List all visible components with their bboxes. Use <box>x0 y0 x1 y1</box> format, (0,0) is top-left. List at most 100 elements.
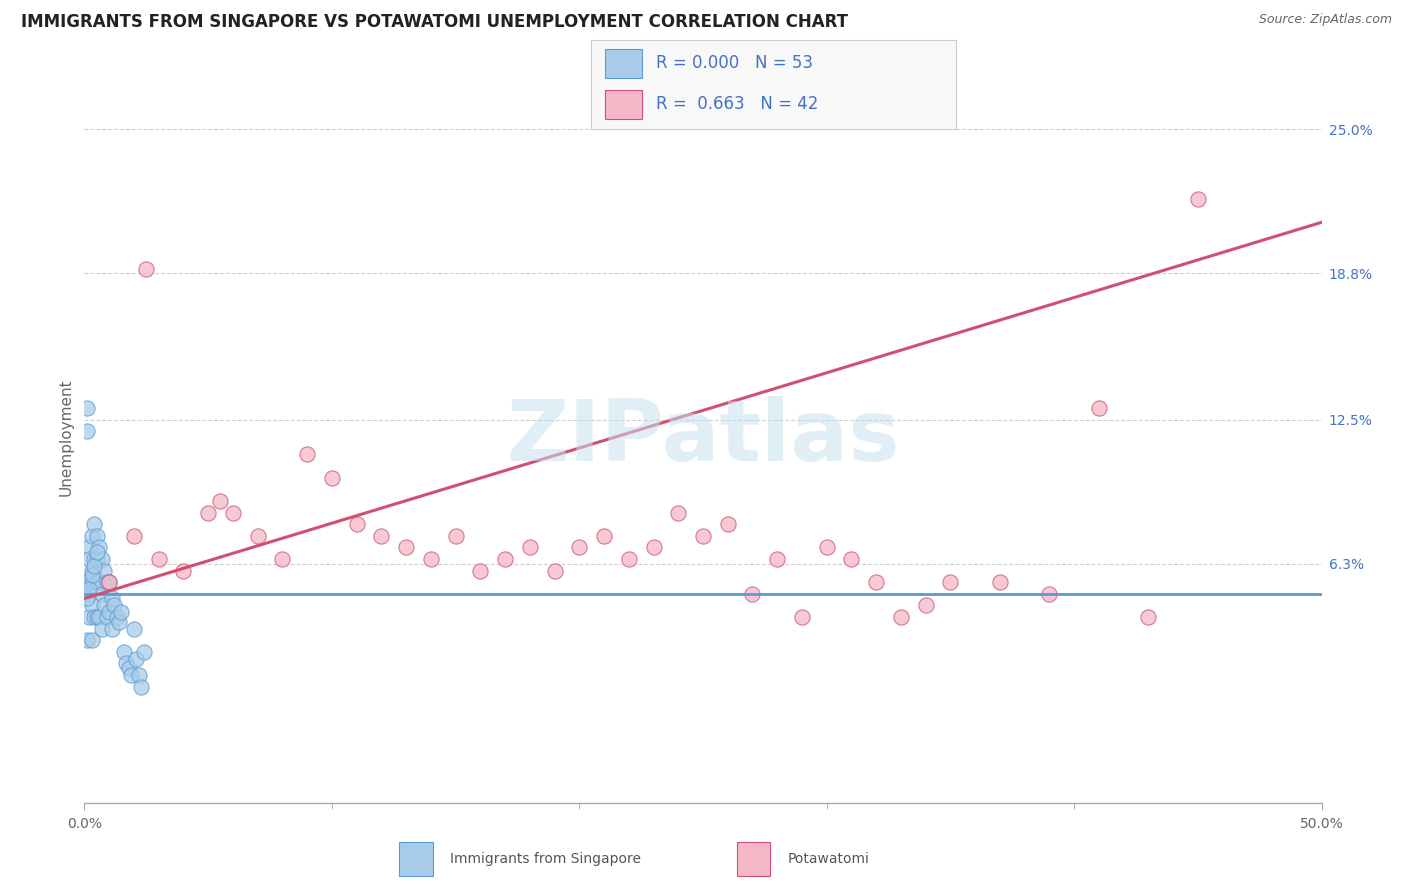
Point <box>148 552 170 566</box>
Point <box>666 506 689 520</box>
Point <box>83 552 105 566</box>
Point <box>1088 401 1111 415</box>
Point <box>93 599 115 613</box>
Point <box>209 494 232 508</box>
Point <box>79 587 101 601</box>
Point <box>617 552 640 566</box>
Point <box>79 552 101 566</box>
Point <box>83 568 105 582</box>
Point <box>80 564 103 578</box>
Point <box>890 610 912 624</box>
Point <box>89 575 111 590</box>
Point <box>76 575 98 590</box>
Point <box>197 506 219 520</box>
Point <box>86 610 108 624</box>
Point <box>80 568 103 582</box>
Point <box>79 610 101 624</box>
Point <box>90 552 112 566</box>
Point <box>98 606 121 620</box>
Point <box>271 552 294 566</box>
Bar <box>605 49 641 78</box>
Point <box>766 552 789 566</box>
Point <box>346 517 368 532</box>
Point <box>96 610 118 624</box>
Point <box>692 529 714 543</box>
Point <box>321 471 343 485</box>
Point <box>100 622 122 636</box>
Point <box>76 633 98 648</box>
Point <box>90 587 112 601</box>
Point <box>914 599 936 613</box>
Point <box>470 564 492 578</box>
Point <box>125 652 148 666</box>
Point <box>120 668 142 682</box>
Point <box>246 529 269 543</box>
Point <box>80 575 103 590</box>
Point <box>135 261 157 276</box>
Point <box>76 591 98 606</box>
Point <box>370 529 392 543</box>
Point <box>93 564 115 578</box>
Point <box>100 591 122 606</box>
Point <box>89 541 111 555</box>
Point <box>494 552 516 566</box>
Point <box>118 661 141 675</box>
Text: IMMIGRANTS FROM SINGAPORE VS POTAWATOMI UNEMPLOYMENT CORRELATION CHART: IMMIGRANTS FROM SINGAPORE VS POTAWATOMI … <box>21 13 848 31</box>
Point <box>86 529 108 543</box>
Point <box>132 645 155 659</box>
Point <box>98 575 121 590</box>
Point <box>1137 610 1160 624</box>
Point <box>1038 587 1060 601</box>
Point <box>841 552 863 566</box>
Point <box>543 564 565 578</box>
Point <box>939 575 962 590</box>
Point <box>96 575 118 590</box>
Point <box>295 448 318 462</box>
Point <box>593 529 616 543</box>
Point <box>105 610 128 624</box>
Point <box>79 541 101 555</box>
Y-axis label: Unemployment: Unemployment <box>58 378 73 496</box>
Point <box>80 633 103 648</box>
Point <box>83 558 105 573</box>
Point <box>79 582 101 597</box>
Point <box>444 529 467 543</box>
Point <box>115 657 138 671</box>
Point <box>1187 192 1209 206</box>
Point <box>89 610 111 624</box>
Point <box>717 517 740 532</box>
Point <box>80 529 103 543</box>
Point <box>741 587 763 601</box>
Point <box>90 622 112 636</box>
Point <box>568 541 591 555</box>
Point <box>419 552 441 566</box>
Point <box>80 599 103 613</box>
Bar <box>737 842 770 876</box>
Point <box>108 615 131 629</box>
Point <box>222 506 245 520</box>
Point <box>815 541 838 555</box>
Point <box>83 517 105 532</box>
Text: Source: ZipAtlas.com: Source: ZipAtlas.com <box>1258 13 1392 27</box>
Text: Immigrants from Singapore: Immigrants from Singapore <box>450 852 641 865</box>
Point <box>86 575 108 590</box>
Point <box>172 564 194 578</box>
Point <box>76 401 98 415</box>
Point <box>128 668 150 682</box>
Point <box>519 541 541 555</box>
Bar <box>399 842 433 876</box>
Point <box>112 645 135 659</box>
Point <box>395 541 418 555</box>
Point <box>110 606 132 620</box>
Point <box>103 599 125 613</box>
Point <box>98 575 121 590</box>
Point <box>790 610 813 624</box>
Point <box>988 575 1011 590</box>
Text: R =  0.663   N = 42: R = 0.663 N = 42 <box>657 95 818 113</box>
Point <box>122 622 145 636</box>
Point <box>86 552 108 566</box>
Point <box>76 424 98 438</box>
Text: Potawatomi: Potawatomi <box>787 852 869 865</box>
Point <box>122 529 145 543</box>
Point <box>129 680 152 694</box>
